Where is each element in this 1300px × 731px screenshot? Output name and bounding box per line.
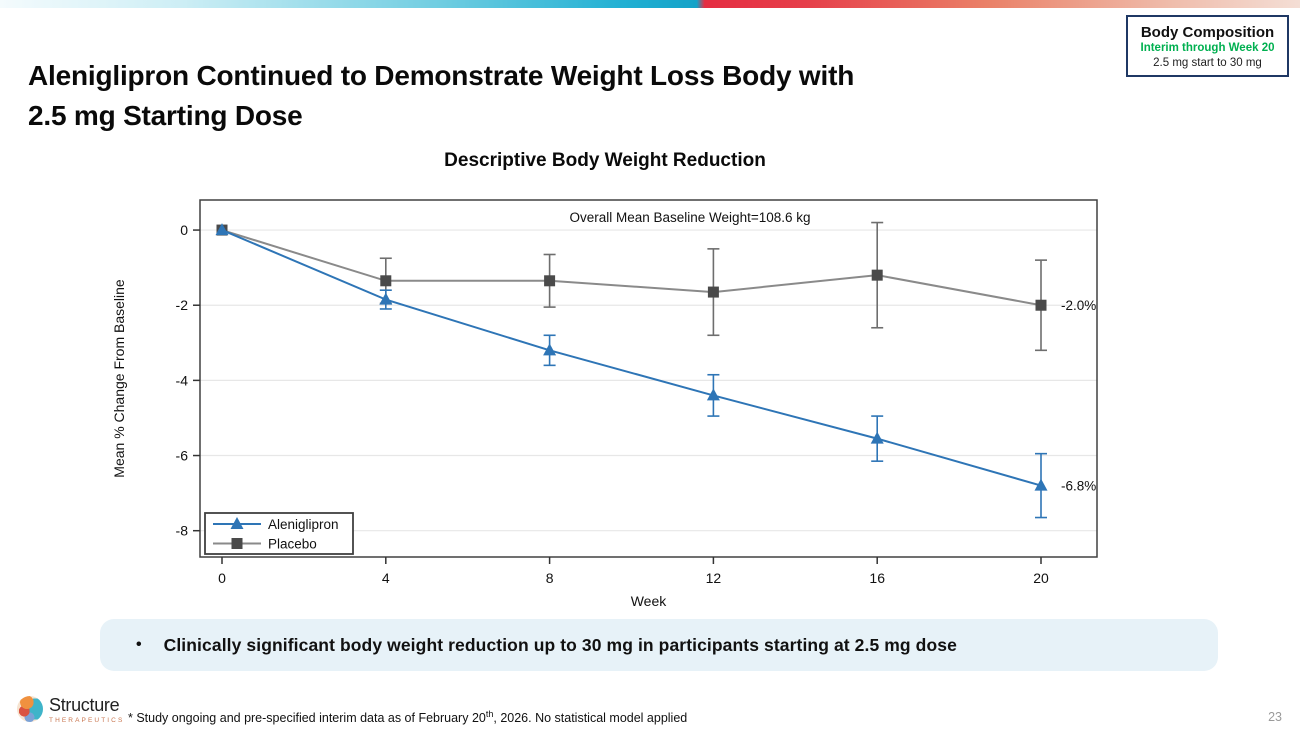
badge-detail: 2.5 mg start to 30 mg [1153, 57, 1262, 70]
logo-mark-icon [17, 696, 43, 722]
aleniglipron-line [221, 229, 1042, 487]
aleniglipron-series: -6.8% [215, 223, 1096, 519]
key-takeaway-callout: • Clinically significant body weight red… [100, 619, 1218, 671]
bullet-glyph: • [136, 636, 142, 653]
y-tick-label: -2 [176, 297, 189, 313]
legend-label: Placebo [268, 537, 317, 552]
x-tick-label: 0 [218, 570, 226, 586]
y-tick-label: -6 [176, 448, 189, 464]
y-tick-label: 0 [180, 222, 188, 238]
placebo-end-label: -2.0% [1061, 298, 1096, 313]
placebo-marker [871, 269, 883, 281]
legend-box [204, 512, 354, 555]
legend-label: Aleniglipron [268, 517, 339, 532]
badge-title: Body Composition [1140, 24, 1275, 41]
aleniglipron-marker [543, 343, 557, 356]
footnote-pre: * Study ongoing and pre-specified interi… [128, 711, 486, 726]
footnote: * Study ongoing and pre-specified interi… [128, 709, 687, 725]
logo-name: Structure [49, 695, 120, 715]
aleniglipron-marker [215, 223, 229, 236]
key-takeaway-text: Clinically significant body weight reduc… [163, 634, 957, 655]
page-number: 23 [1268, 710, 1282, 724]
logo-subtext: THERAPEUTICS [49, 716, 125, 724]
y-axis-title: Mean % Change From Baseline [111, 279, 127, 478]
x-axis-title: Week [631, 593, 668, 609]
weight-reduction-chart: Overall Mean Baseline Weight=108.6 kg 0 -2… [111, 199, 1098, 609]
slide-title-line2: 2.5 mg Starting Dose [28, 99, 303, 131]
accent-gradient-bar [0, 0, 1300, 8]
x-tick-label: 4 [382, 570, 390, 586]
placebo-line [221, 229, 1042, 307]
y-tick-label: -4 [176, 372, 189, 388]
structure-therapeutics-logo: Structure THERAPEUTICS [17, 696, 124, 724]
placebo-series: -2.0% [216, 221, 1096, 352]
aleniglipron-marker [870, 431, 884, 444]
x-tick-label: 12 [706, 570, 722, 586]
chart-title: Descriptive Body Weight Reduction [444, 150, 766, 171]
x-tick-label: 20 [1033, 570, 1049, 586]
body-composition-badge: Body Composition Interim through Week 20… [1126, 15, 1289, 77]
badge-subtitle: Interim through Week 20 [1140, 42, 1275, 55]
placebo-marker [1035, 299, 1047, 311]
aleniglipron-marker [1034, 478, 1048, 491]
aleniglipron-marker [706, 388, 720, 401]
placebo-marker [707, 286, 719, 298]
aleniglipron-marker [230, 517, 244, 529]
slide-title: Aleniglipron Continued to Demonstrate We… [28, 56, 1088, 136]
x-tick-label: 16 [869, 570, 885, 586]
slide-title-line1: Aleniglipron Continued to Demonstrate We… [28, 60, 855, 91]
x-tick-label: 8 [546, 570, 554, 586]
legend: Aleniglipron Placebo [204, 512, 354, 555]
placebo-marker [231, 538, 243, 549]
footnote-superscript: th [485, 709, 494, 719]
placebo-marker [380, 275, 392, 287]
placebo-marker [544, 275, 556, 287]
baseline-weight-annotation: Overall Mean Baseline Weight=108.6 kg [569, 210, 810, 225]
aleniglipron-end-label: -6.8% [1061, 479, 1096, 494]
aleniglipron-marker [379, 292, 393, 305]
plot-border [199, 199, 1098, 558]
footnote-post: , 2026. No statistical model applied [493, 711, 688, 726]
y-tick-label: -8 [176, 523, 189, 539]
